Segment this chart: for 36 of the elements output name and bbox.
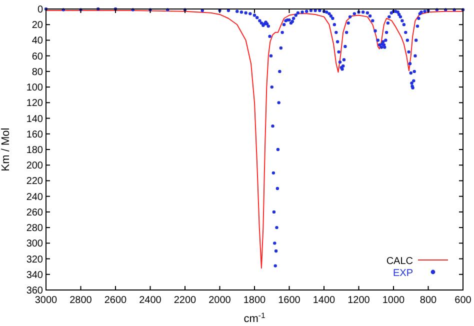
y-tick-label: 180 — [26, 145, 44, 156]
y-tick-label: 340 — [26, 270, 44, 281]
x-tick-label: 1200 — [348, 295, 370, 306]
y-tick-label: 120 — [26, 98, 44, 110]
x-tick-label: 2000 — [208, 295, 232, 306]
x-tick-label: 800 — [420, 295, 438, 306]
y-tick-label: 220 — [26, 176, 44, 188]
y-tick-label: 100 — [26, 82, 44, 94]
x-tick-label: 1400 — [312, 295, 336, 306]
y-tick-label: 60 — [32, 51, 44, 62]
y-tick-label: 260 — [26, 207, 44, 218]
y-tick-label: 80 — [32, 66, 44, 78]
x-tick-label: 2200 — [174, 295, 197, 306]
x-tick-label: 2400 — [139, 295, 162, 306]
y-tick-label: 40 — [32, 36, 44, 47]
y-tick-label: 160 — [26, 129, 44, 140]
y-tick-label: 240 — [26, 192, 44, 203]
x-tick-label: 2600 — [104, 295, 128, 306]
legend-label: CALC — [386, 256, 413, 267]
x-tick-label: 1800 — [243, 295, 266, 306]
y-axis-title: Km / Mol — [0, 128, 12, 172]
x-tick-label: 1600 — [278, 295, 301, 306]
y-tick-label: 200 — [26, 160, 44, 172]
x-tick-label: 2800 — [70, 295, 92, 306]
x-axis-title: cm$^{-1}$ — [244, 310, 266, 325]
legend-label: EXP — [392, 268, 414, 279]
y-tick-label: 140 — [26, 114, 44, 125]
y-tick-label: 320 — [26, 254, 44, 266]
x-tick-label: 3000 — [34, 295, 58, 306]
y-tick-label: 0 — [37, 4, 44, 16]
x-tick-label: 1000 — [382, 295, 406, 306]
y-tick-label: 280 — [26, 223, 44, 234]
y-tick-label: 360 — [26, 286, 44, 296]
x-tick-label: 600 — [454, 295, 472, 306]
y-tick-label: 20 — [32, 20, 44, 32]
y-tick-label: 300 — [26, 238, 44, 250]
